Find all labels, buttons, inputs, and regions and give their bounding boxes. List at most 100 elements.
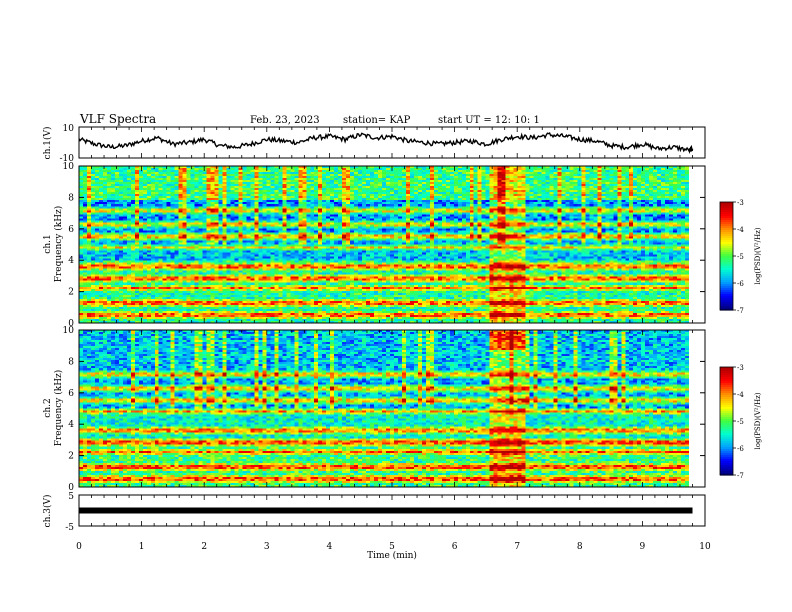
ch1-ytick-bottom: -10 [60, 154, 75, 164]
ch2-colorbar-gradient [720, 367, 733, 476]
xtick-label: 7 [514, 542, 520, 552]
colorbar-swatch [720, 417, 733, 420]
colorbar-swatch [720, 308, 733, 311]
colorbar-swatch [720, 276, 733, 279]
colorbar-swatch [720, 383, 733, 386]
colorbar-swatch [720, 415, 733, 418]
colorbar-swatch [720, 467, 733, 470]
colorbar-tick-label: -4 [737, 391, 744, 399]
ytick-label: 0 [68, 483, 74, 493]
colorbar-swatch [720, 399, 733, 402]
colorbar-swatch [720, 202, 733, 205]
ch1-spectrogram-yticks: 0 2 4 6 8 10 [63, 162, 705, 329]
ch2-spectrogram-panel: 0 2 4 6 8 10 ch.2 Frequency (kHz) [43, 326, 706, 493]
colorbar-swatch [720, 401, 733, 404]
colorbar-swatch [720, 264, 733, 267]
colorbar-tick-label: -7 [737, 472, 744, 480]
colorbar-swatch [720, 435, 733, 438]
figure-title: VLF Spectra [79, 112, 156, 126]
colorbar-swatch [720, 252, 733, 255]
colorbar-swatch [720, 232, 733, 235]
colorbar-swatch [720, 268, 733, 271]
colorbar-swatch [720, 445, 733, 448]
colorbar-swatch [720, 405, 733, 408]
time-axis-tick-labels: 0 1 2 3 4 5 6 7 8 9 10 [76, 542, 711, 552]
colorbar-swatch [720, 403, 733, 406]
time-axis-label: Time (min) [367, 550, 417, 561]
date-label: Feb. 23, 2023 [250, 115, 320, 126]
station-label: station= KAP [343, 115, 411, 126]
ch2-colorbar: -3 -4 -5 -6 -7 log(PSD)(V²/Hz) [719, 364, 762, 480]
colorbar-swatch [720, 389, 733, 392]
ch2-colorbar-ticks: -3 -4 -5 -6 -7 [733, 364, 744, 480]
colorbar-swatch [720, 210, 733, 213]
ch3-ytick-top: 5 [68, 492, 74, 502]
colorbar-swatch [720, 409, 733, 412]
ch1-ytick-top: 10 [63, 124, 75, 134]
ytick-label: 6 [68, 225, 74, 235]
colorbar-swatch [720, 377, 733, 380]
colorbar-swatch [720, 240, 733, 243]
colorbar-swatch [720, 395, 733, 398]
colorbar-swatch [720, 238, 733, 241]
colorbar-swatch [720, 292, 733, 295]
colorbar-swatch [720, 306, 733, 309]
colorbar-swatch [720, 244, 733, 247]
colorbar-swatch [720, 270, 733, 273]
colorbar-swatch [720, 421, 733, 424]
colorbar-swatch [720, 288, 733, 291]
ch2-spectrogram-yticks: 0 2 4 6 8 10 [63, 326, 705, 493]
ch1-ylabel: ch.1(V) [42, 127, 53, 160]
colorbar-swatch [720, 375, 733, 378]
ytick-label: 0 [68, 319, 74, 329]
colorbar-swatch [720, 463, 733, 466]
colorbar-swatch [720, 256, 733, 259]
colorbar-swatch [720, 278, 733, 281]
colorbar-swatch [720, 216, 733, 219]
colorbar-swatch [720, 262, 733, 265]
colorbar-swatch [720, 222, 733, 225]
colorbar-tick-label: -6 [737, 445, 744, 453]
colorbar-swatch [720, 381, 733, 384]
colorbar-swatch [720, 284, 733, 287]
colorbar-swatch [720, 459, 733, 462]
ytick-label: 8 [68, 357, 74, 367]
colorbar-swatch [720, 379, 733, 382]
colorbar-swatch [720, 280, 733, 283]
colorbar-swatch [720, 449, 733, 452]
colorbar-swatch [720, 300, 733, 303]
colorbar-tick-label: -4 [737, 226, 744, 234]
colorbar-swatch [720, 290, 733, 293]
ytick-label: 4 [68, 256, 74, 266]
xtick-label: 2 [201, 542, 207, 552]
xtick-label: 1 [139, 542, 145, 552]
colorbar-swatch [720, 206, 733, 209]
colorbar-swatch [720, 296, 733, 299]
colorbar-swatch [720, 212, 733, 215]
xtick-label: 8 [577, 542, 583, 552]
ch2-spectrogram-image [79, 330, 705, 487]
ytick-label: 8 [68, 193, 74, 203]
colorbar-swatch [720, 282, 733, 285]
colorbar-swatch [720, 411, 733, 414]
ytick-label: 6 [68, 389, 74, 399]
colorbar-swatch [720, 294, 733, 297]
spec2-raster [79, 330, 705, 487]
colorbar-swatch [720, 220, 733, 223]
colorbar-swatch [720, 286, 733, 289]
xtick-label: 3 [264, 542, 270, 552]
colorbar-swatch [720, 224, 733, 227]
ch1-colorbar-label: log(PSD)(V²/Hz) [754, 227, 762, 284]
xtick-label: 10 [699, 542, 711, 552]
colorbar-swatch [720, 429, 733, 432]
colorbar-swatch [720, 367, 733, 370]
ch1-spectrogram-image [79, 166, 705, 323]
colorbar-swatch [720, 455, 733, 458]
colorbar-swatch [720, 441, 733, 444]
ytick-label: 10 [63, 162, 75, 172]
colorbar-swatch [720, 274, 733, 277]
colorbar-swatch [720, 204, 733, 207]
colorbar-swatch [720, 258, 733, 261]
ytick-label: 4 [68, 420, 74, 430]
colorbar-swatch [720, 457, 733, 460]
